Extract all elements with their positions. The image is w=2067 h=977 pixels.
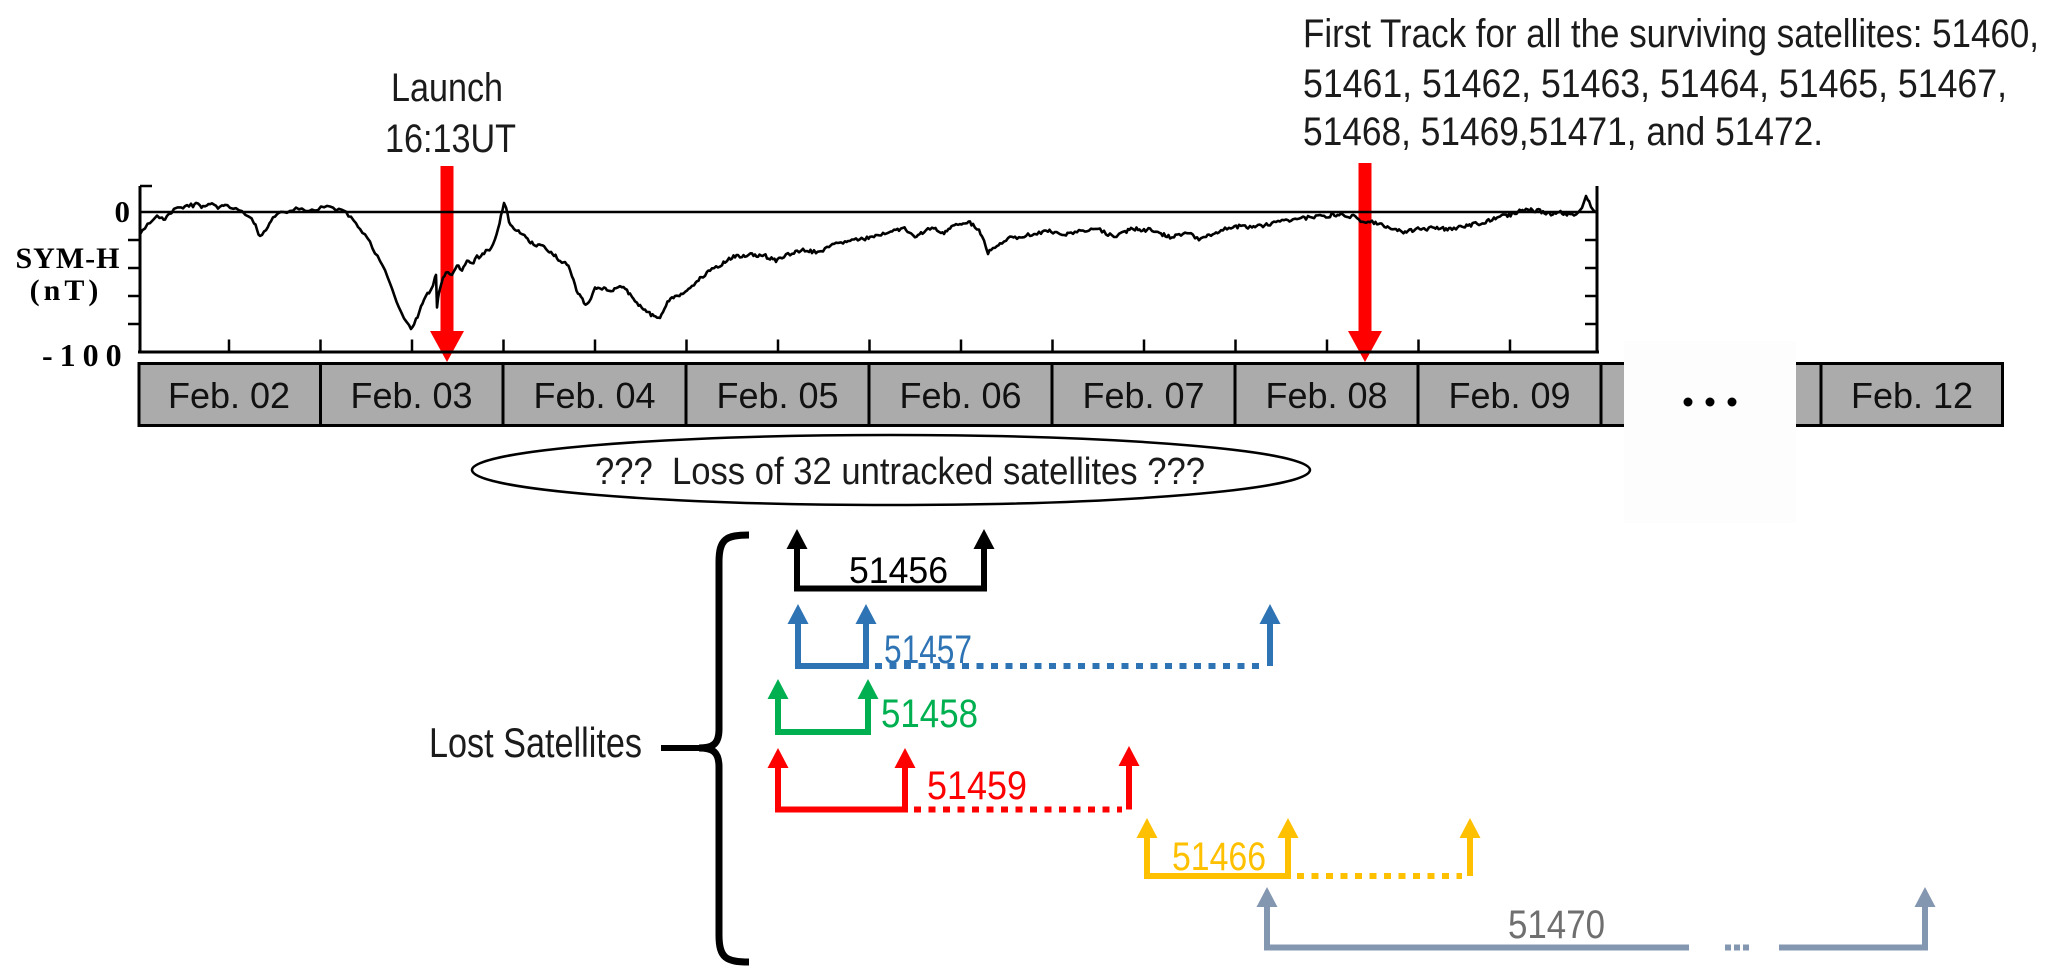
svg-text:51458: 51458: [881, 692, 978, 736]
svg-text:-100: -100: [42, 337, 129, 373]
svg-text:Feb. 04: Feb. 04: [533, 375, 655, 416]
svg-text:??? Loss of 32 untracked sate: ??? Loss of 32 untracked satellites ???: [595, 451, 1205, 493]
svg-text:Lost Satellites: Lost Satellites: [429, 719, 642, 766]
svg-text:51457: 51457: [884, 628, 972, 672]
svg-text:51456: 51456: [849, 550, 948, 591]
svg-text:0: 0: [115, 194, 131, 229]
svg-text:Feb. 05: Feb. 05: [716, 375, 838, 416]
svg-text:Launch: Launch: [391, 66, 503, 110]
svg-text:51468, 51469,51471, and 51472.: 51468, 51469,51471, and 51472.: [1303, 110, 1823, 154]
svg-text:51466: 51466: [1172, 835, 1266, 879]
svg-text:(nT): (nT): [30, 274, 103, 307]
svg-text:Feb. 03: Feb. 03: [350, 375, 472, 416]
svg-text:16:13UT: 16:13UT: [385, 117, 516, 161]
svg-text:Feb. 08: Feb. 08: [1265, 375, 1387, 416]
svg-text:Feb. 07: Feb. 07: [1082, 375, 1204, 416]
svg-text:Feb. 02: Feb. 02: [168, 375, 290, 416]
svg-text:First Track for all the surviv: First Track for all the surviving satell…: [1303, 12, 2039, 56]
svg-text:SYM-H: SYM-H: [16, 242, 121, 275]
svg-text:51461, 51462, 51463, 51464, 51: 51461, 51462, 51463, 51464, 51465, 51467…: [1303, 62, 2007, 106]
svg-text:Feb. 06: Feb. 06: [899, 375, 1021, 416]
svg-text:51470: 51470: [1508, 903, 1605, 947]
svg-text:51459: 51459: [927, 764, 1027, 808]
svg-text:Feb. 09: Feb. 09: [1448, 375, 1570, 416]
svg-text:Feb. 12: Feb. 12: [1851, 375, 1973, 416]
